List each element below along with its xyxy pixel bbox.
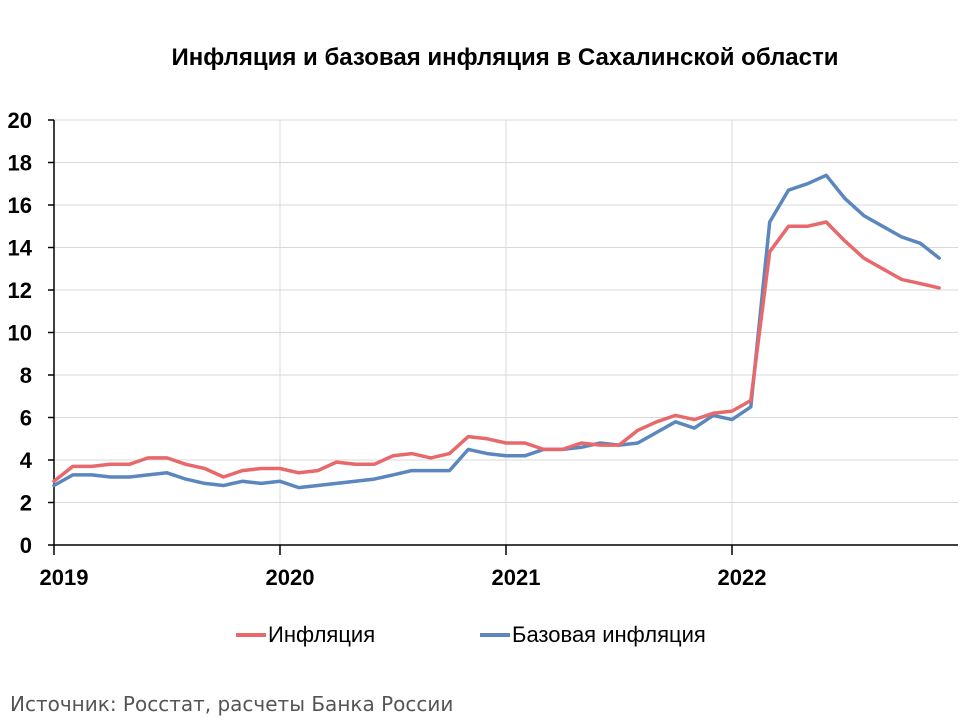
line-chart: 0 2 4 6 8 10 12 14 16 18 20 2019 2020 2021 2022: [8, 108, 958, 590]
legend: Инфляция Базовая инфляция: [0, 622, 960, 652]
y-tick-label: 2: [20, 491, 32, 516]
y-tick-label: 8: [20, 363, 32, 388]
x-tick-label: 2022: [718, 565, 767, 590]
y-tick-label: 16: [8, 193, 32, 218]
y-tick-label: 0: [20, 533, 32, 558]
y-tick-label: 14: [8, 236, 33, 261]
y-tick-label: 12: [8, 278, 32, 303]
legend-item-inflation: Инфляция: [236, 622, 375, 648]
x-tick-label: 2019: [40, 565, 89, 590]
legend-label-core-inflation: Базовая инфляция: [512, 622, 706, 647]
y-tick-label: 10: [8, 321, 32, 346]
tick-labels: 0 2 4 6 8 10 12 14 16 18 20 2019 2020 2021 2022: [8, 108, 767, 590]
legend-swatch-inflation: [236, 633, 266, 637]
series-line-0: [52, 220, 941, 484]
legend-label-inflation: Инфляция: [268, 622, 376, 647]
y-tick-label: 4: [20, 448, 33, 473]
legend-swatch-core-inflation: [480, 633, 510, 637]
series-line-1: [52, 173, 941, 490]
y-tick-label: 20: [8, 108, 32, 133]
y-tick-label: 6: [20, 406, 32, 431]
x-tick-label: 2021: [492, 565, 541, 590]
axes: [48, 119, 958, 555]
legend-item-core-inflation: Базовая инфляция: [480, 622, 706, 648]
chart-title: Инфляция и базовая инфляция в Сахалинско…: [171, 44, 839, 71]
x-tick-label: 2020: [266, 565, 315, 590]
source-note: Источник: Росстат, расчеты Банка России: [10, 692, 454, 716]
y-tick-label: 18: [8, 151, 32, 176]
series-lines: [52, 173, 941, 490]
